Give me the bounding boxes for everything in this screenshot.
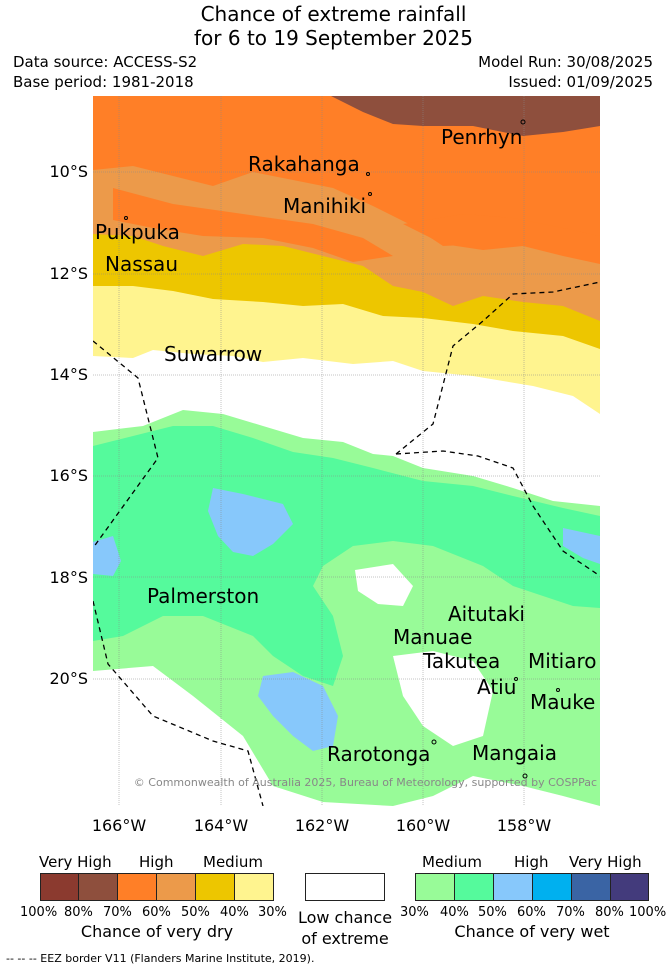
wet-swatch bbox=[572, 874, 611, 900]
low-chance-swatch bbox=[305, 873, 385, 901]
dry-percent-label: 100% bbox=[20, 905, 58, 920]
dry-high-core-region-3 bbox=[403, 214, 600, 264]
wet-high-region-1 bbox=[208, 488, 293, 556]
dry-percent-label: 50% bbox=[181, 905, 210, 920]
y-tick-label: 16°S bbox=[49, 466, 88, 485]
low-chance-hole-2 bbox=[393, 651, 493, 746]
place-label-pukpuka: Pukpuka bbox=[95, 220, 180, 244]
base-period-text: Base period: 1981-2018 bbox=[13, 73, 194, 91]
wet-swatch bbox=[611, 874, 648, 900]
x-tick-label: 164°W bbox=[193, 816, 249, 835]
gridlines bbox=[93, 96, 600, 806]
model-run-text: Model Run: 30/08/2025 bbox=[478, 53, 653, 71]
place-label-mangaia: Mangaia bbox=[472, 741, 557, 765]
dry-swatch bbox=[157, 874, 196, 900]
wet-high-region-3 bbox=[93, 536, 121, 576]
map-title-line1: Chance of extreme rainfall bbox=[200, 2, 467, 26]
y-tick-label: 14°S bbox=[49, 365, 88, 384]
y-tick-label: 10°S bbox=[49, 162, 88, 181]
wet-swatch bbox=[533, 874, 572, 900]
place-label-rarotonga: Rarotonga bbox=[327, 742, 431, 766]
wet-percent-label: 70% bbox=[556, 905, 585, 920]
place-label-aitutaki: Aitutaki bbox=[448, 602, 525, 626]
dry-percent-label: 40% bbox=[220, 905, 249, 920]
x-tick-label: 160°W bbox=[395, 816, 451, 835]
wet-percent-label: 50% bbox=[478, 905, 507, 920]
dry-swatch bbox=[235, 874, 273, 900]
dry-swatch bbox=[118, 874, 157, 900]
eez-footer-note: -- -- -- EEZ border V11 (Flanders Marine… bbox=[6, 952, 315, 965]
dry-very-high-region bbox=[331, 96, 600, 136]
y-tick-label: 12°S bbox=[49, 264, 88, 283]
copyright-text: © Commonwealth of Australia 2025, Bureau… bbox=[133, 776, 597, 789]
wet-percent-label: 40% bbox=[440, 905, 469, 920]
rainfall-map bbox=[93, 96, 600, 806]
data-source-text: Data source: ACCESS-S2 bbox=[13, 53, 198, 71]
low-chance-caption-line1: Low chance bbox=[297, 908, 393, 927]
place-label-nassau: Nassau bbox=[105, 252, 178, 276]
place-label-manuae: Manuae bbox=[393, 625, 473, 649]
place-label-suwarrow: Suwarrow bbox=[164, 342, 263, 366]
wet-percent-label: 80% bbox=[595, 905, 624, 920]
place-label-manihiki: Manihiki bbox=[283, 194, 367, 218]
x-tick-label: 166°W bbox=[91, 816, 147, 835]
x-tick-label: 158°W bbox=[496, 816, 552, 835]
wet-swatch bbox=[494, 874, 533, 900]
place-label-mauke: Mauke bbox=[530, 690, 596, 714]
dry-percent-label: 70% bbox=[103, 905, 132, 920]
dry-percent-label: 60% bbox=[142, 905, 171, 920]
place-label-takutea: Takutea bbox=[423, 649, 501, 673]
wet-swatch bbox=[455, 874, 494, 900]
low-chance-hole bbox=[355, 564, 413, 606]
dry-legend-heading: High bbox=[139, 853, 174, 871]
y-tick-label: 18°S bbox=[49, 568, 88, 587]
map-title-line2: for 6 to 19 September 2025 bbox=[194, 26, 473, 50]
x-tick-label: 162°W bbox=[294, 816, 350, 835]
island-markers bbox=[124, 119, 560, 779]
place-label-rakahanga: Rakahanga bbox=[248, 152, 360, 176]
dry-percent-label: 80% bbox=[64, 905, 93, 920]
wet-legend-heading: High bbox=[514, 853, 549, 871]
dry-legend-heading: Very High bbox=[39, 853, 112, 871]
wet-legend-heading: Medium bbox=[422, 853, 482, 871]
eez-border bbox=[93, 281, 600, 806]
low-chance-caption-line2: of extreme bbox=[301, 929, 389, 948]
place-label-penrhyn: Penrhyn bbox=[441, 125, 523, 149]
dry-legend-caption: Chance of very dry bbox=[80, 922, 234, 941]
wet-high-region-4 bbox=[563, 528, 600, 564]
wet-percent-label: 60% bbox=[517, 905, 546, 920]
issued-text: Issued: 01/09/2025 bbox=[508, 73, 653, 91]
wet-swatch bbox=[416, 874, 455, 900]
dry-high-core-region-2 bbox=[113, 188, 393, 262]
wet-legend-caption: Chance of very wet bbox=[454, 922, 610, 941]
wet-legend-heading: Very High bbox=[569, 853, 642, 871]
dry-swatch bbox=[41, 874, 79, 900]
dry-legend-bar bbox=[40, 873, 274, 901]
place-label-mitiaro: Mitiaro bbox=[528, 649, 597, 673]
dry-swatch bbox=[79, 874, 118, 900]
dry-percent-label: 30% bbox=[258, 905, 287, 920]
y-tick-label: 20°S bbox=[49, 669, 88, 688]
place-label-atiu: Atiu bbox=[477, 675, 517, 699]
wet-legend-bar bbox=[415, 873, 649, 901]
dry-legend-heading: Medium bbox=[203, 853, 263, 871]
dry-swatch bbox=[196, 874, 235, 900]
place-label-palmerston: Palmerston bbox=[147, 584, 260, 608]
wet-percent-label: 30% bbox=[400, 905, 429, 920]
wet-percent-label: 100% bbox=[629, 905, 667, 920]
wet-high-region-2 bbox=[258, 672, 338, 751]
